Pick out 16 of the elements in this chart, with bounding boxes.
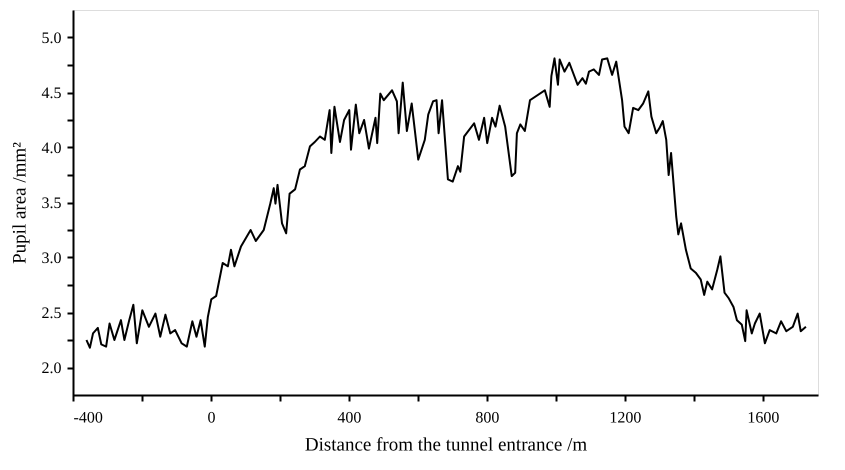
y-tick-label: 4.5: [42, 85, 62, 102]
y-tick-label: 2.0: [42, 360, 62, 377]
x-tick-label: 0: [207, 410, 216, 426]
line-series: [85, 57, 807, 349]
y-tick-label: 5.0: [42, 30, 62, 47]
y-tick-label: 3.0: [42, 250, 62, 267]
x-tick-label: 400: [337, 410, 362, 426]
y-tick-label: 3.5: [42, 195, 62, 212]
x-tick-label: 1600: [747, 410, 780, 426]
y-axis-title: Pupil area /mm²: [10, 142, 30, 264]
x-tick-label: 800: [475, 410, 500, 426]
y-tick-label: 4.0: [42, 140, 62, 157]
x-tick-label: 1200: [609, 410, 642, 426]
x-tick-label: -400: [74, 410, 103, 426]
y-tick-label: 2.5: [42, 305, 62, 322]
x-axis-title: Distance from the tunnel entrance /m: [304, 434, 588, 456]
